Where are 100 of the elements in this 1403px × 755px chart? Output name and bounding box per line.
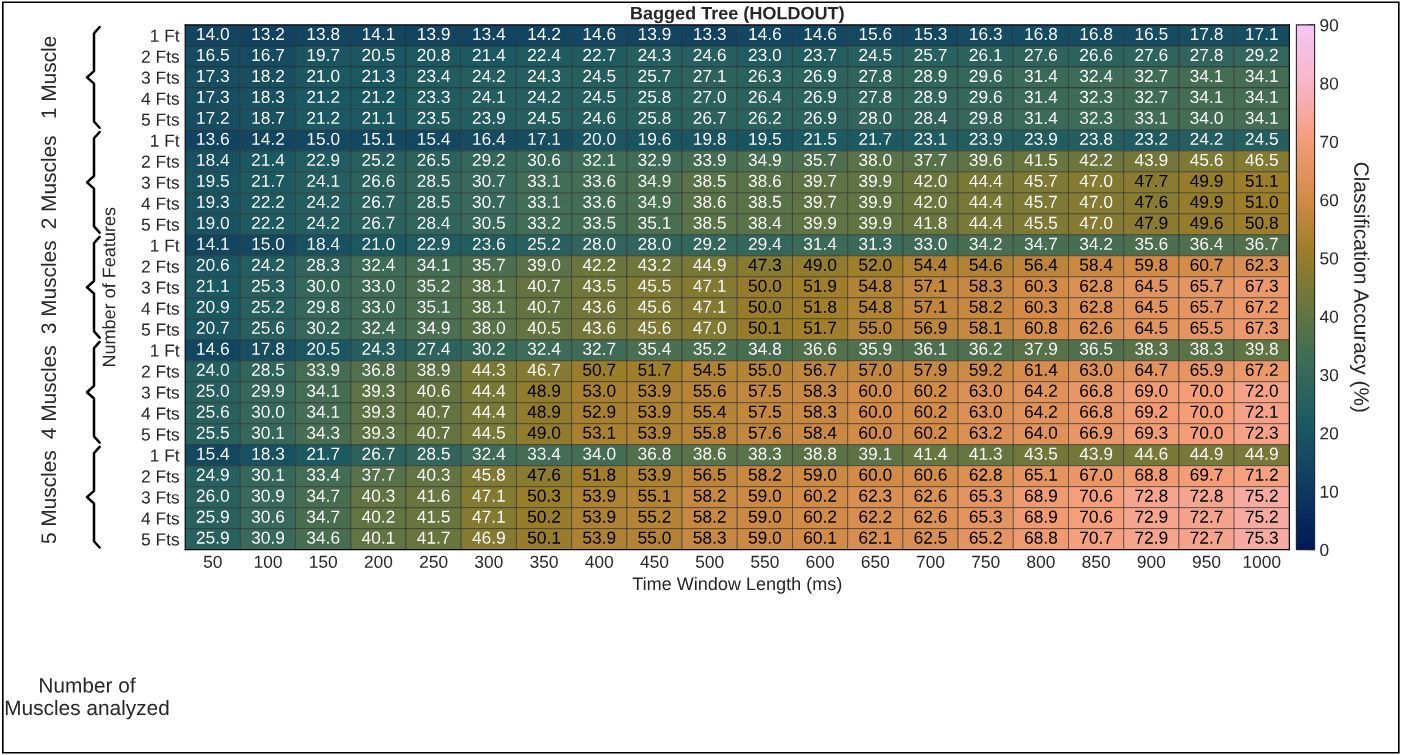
y-tick-label: 2 Fts: [141, 470, 180, 483]
data-label: 34.0: [1190, 111, 1223, 125]
data-label: 67.2: [1245, 363, 1278, 376]
data-label: 60.0: [859, 468, 892, 481]
data-label: 35.1: [638, 216, 671, 229]
data-label: 34.7: [306, 510, 340, 523]
data-label: 31.4: [803, 237, 837, 250]
data-label: 24.2: [307, 195, 340, 208]
data-label: 50.3: [527, 489, 561, 502]
data-label: 26.6: [362, 174, 395, 187]
data-label: 57.1: [914, 300, 947, 313]
x-tick-label: 300: [475, 555, 503, 568]
data-label: 13.2: [252, 27, 285, 41]
data-label: 21.4: [472, 48, 506, 61]
data-label: 21.0: [362, 237, 395, 250]
data-label: 15.4: [418, 132, 451, 146]
data-label: 16.8: [1025, 27, 1058, 41]
data-label: 24.5: [528, 111, 561, 125]
data-label: 49.9: [1190, 174, 1223, 187]
data-label: 58.3: [969, 279, 1002, 292]
x-tick-label: 650: [861, 555, 890, 568]
data-label: 56.4: [1024, 258, 1058, 271]
data-label: 55.0: [638, 531, 671, 544]
data-label: 43.6: [582, 300, 616, 313]
data-label: 31.3: [859, 237, 892, 250]
data-label: 55.1: [638, 489, 671, 502]
data-label: 34.2: [1079, 237, 1113, 250]
data-label: 36.1: [914, 342, 947, 355]
data-label: 33.1: [1135, 111, 1168, 125]
y-tick-label: 4 Fts: [141, 512, 180, 525]
data-label: 62.5: [914, 531, 947, 544]
data-label: 65.3: [969, 489, 1002, 502]
data-label: 16.5: [197, 48, 229, 62]
data-label: 20.9: [196, 300, 229, 313]
data-label: 60.0: [859, 384, 892, 397]
data-label: 23.8: [1080, 132, 1113, 146]
data-label: 28.9: [914, 69, 947, 83]
x-tick-label: 600: [806, 555, 834, 568]
x-tick-label: 150: [310, 555, 338, 568]
data-label: 32.7: [1135, 90, 1168, 104]
data-label: 31.4: [1024, 90, 1058, 104]
data-label: 25.6: [196, 405, 229, 418]
data-label: 26.9: [804, 111, 837, 125]
x-tick-label: 900: [1137, 555, 1166, 568]
data-label: 38.5: [693, 216, 726, 229]
data-label: 38.4: [748, 216, 782, 229]
data-label: 67.0: [1080, 468, 1113, 481]
data-label: 35.2: [417, 279, 450, 292]
data-label: 28.4: [417, 216, 451, 229]
data-label: 16.8: [1080, 27, 1113, 41]
data-label: 34.9: [748, 153, 781, 166]
y-tick-label: 3 Fts: [141, 491, 180, 504]
data-label: 45.5: [637, 279, 671, 292]
data-label: 34.1: [1245, 90, 1278, 104]
data-label: 40.2: [361, 510, 395, 523]
y-tick-label: 2 Fts: [141, 155, 180, 168]
data-label: 67.3: [1245, 321, 1278, 334]
data-label: 29.9: [251, 384, 285, 397]
data-label: 40.5: [527, 321, 561, 334]
data-label: 42.2: [1079, 153, 1113, 166]
data-label: 19.6: [638, 132, 671, 146]
data-label: 46.7: [527, 363, 561, 376]
data-label: 47.6: [1134, 195, 1168, 208]
data-label: 67.2: [1245, 300, 1278, 313]
data-label: 41.6: [417, 489, 450, 502]
data-label: 34.1: [306, 405, 340, 418]
data-label: 47.3: [748, 258, 782, 271]
data-label: 21.7: [859, 132, 892, 145]
data-label: 53.9: [583, 510, 616, 523]
data-label: 66.9: [1080, 426, 1113, 439]
data-label: 60.2: [914, 405, 947, 418]
data-label: 26.7: [693, 111, 726, 125]
data-label: 55.8: [693, 426, 726, 439]
color-bar-label: 10: [1320, 485, 1339, 498]
data-label: 26.7: [362, 195, 395, 208]
data-label: 68.9: [1024, 510, 1057, 523]
data-label: 34.7: [306, 489, 340, 502]
y-tick-label: 1 Ft: [151, 29, 180, 42]
data-label: 56.5: [693, 468, 726, 481]
data-label: 24.2: [528, 90, 561, 103]
data-label: 39.3: [362, 426, 395, 439]
data-label: 50.2: [527, 510, 561, 523]
data-label: 24.6: [583, 111, 616, 125]
data-label: 22.2: [251, 195, 285, 208]
data-label: 40.3: [361, 489, 395, 502]
data-label: 33.0: [362, 279, 395, 292]
color-bar-label: 40: [1319, 310, 1339, 323]
data-label: 58.3: [693, 531, 726, 544]
data-label: 44.3: [472, 363, 505, 376]
data-label: 17.2: [197, 111, 229, 124]
data-label: 13.9: [418, 27, 450, 41]
data-label: 25.2: [251, 300, 285, 313]
data-label: 51.0: [1245, 195, 1278, 208]
data-label: 40.7: [417, 405, 450, 418]
data-label: 32.9: [638, 153, 671, 166]
data-label: 28.5: [417, 447, 450, 460]
data-label: 17.1: [1246, 27, 1278, 40]
data-label: 26.1: [969, 48, 1002, 62]
data-label: 29.2: [472, 153, 505, 166]
data-label: 70.0: [1190, 384, 1223, 397]
